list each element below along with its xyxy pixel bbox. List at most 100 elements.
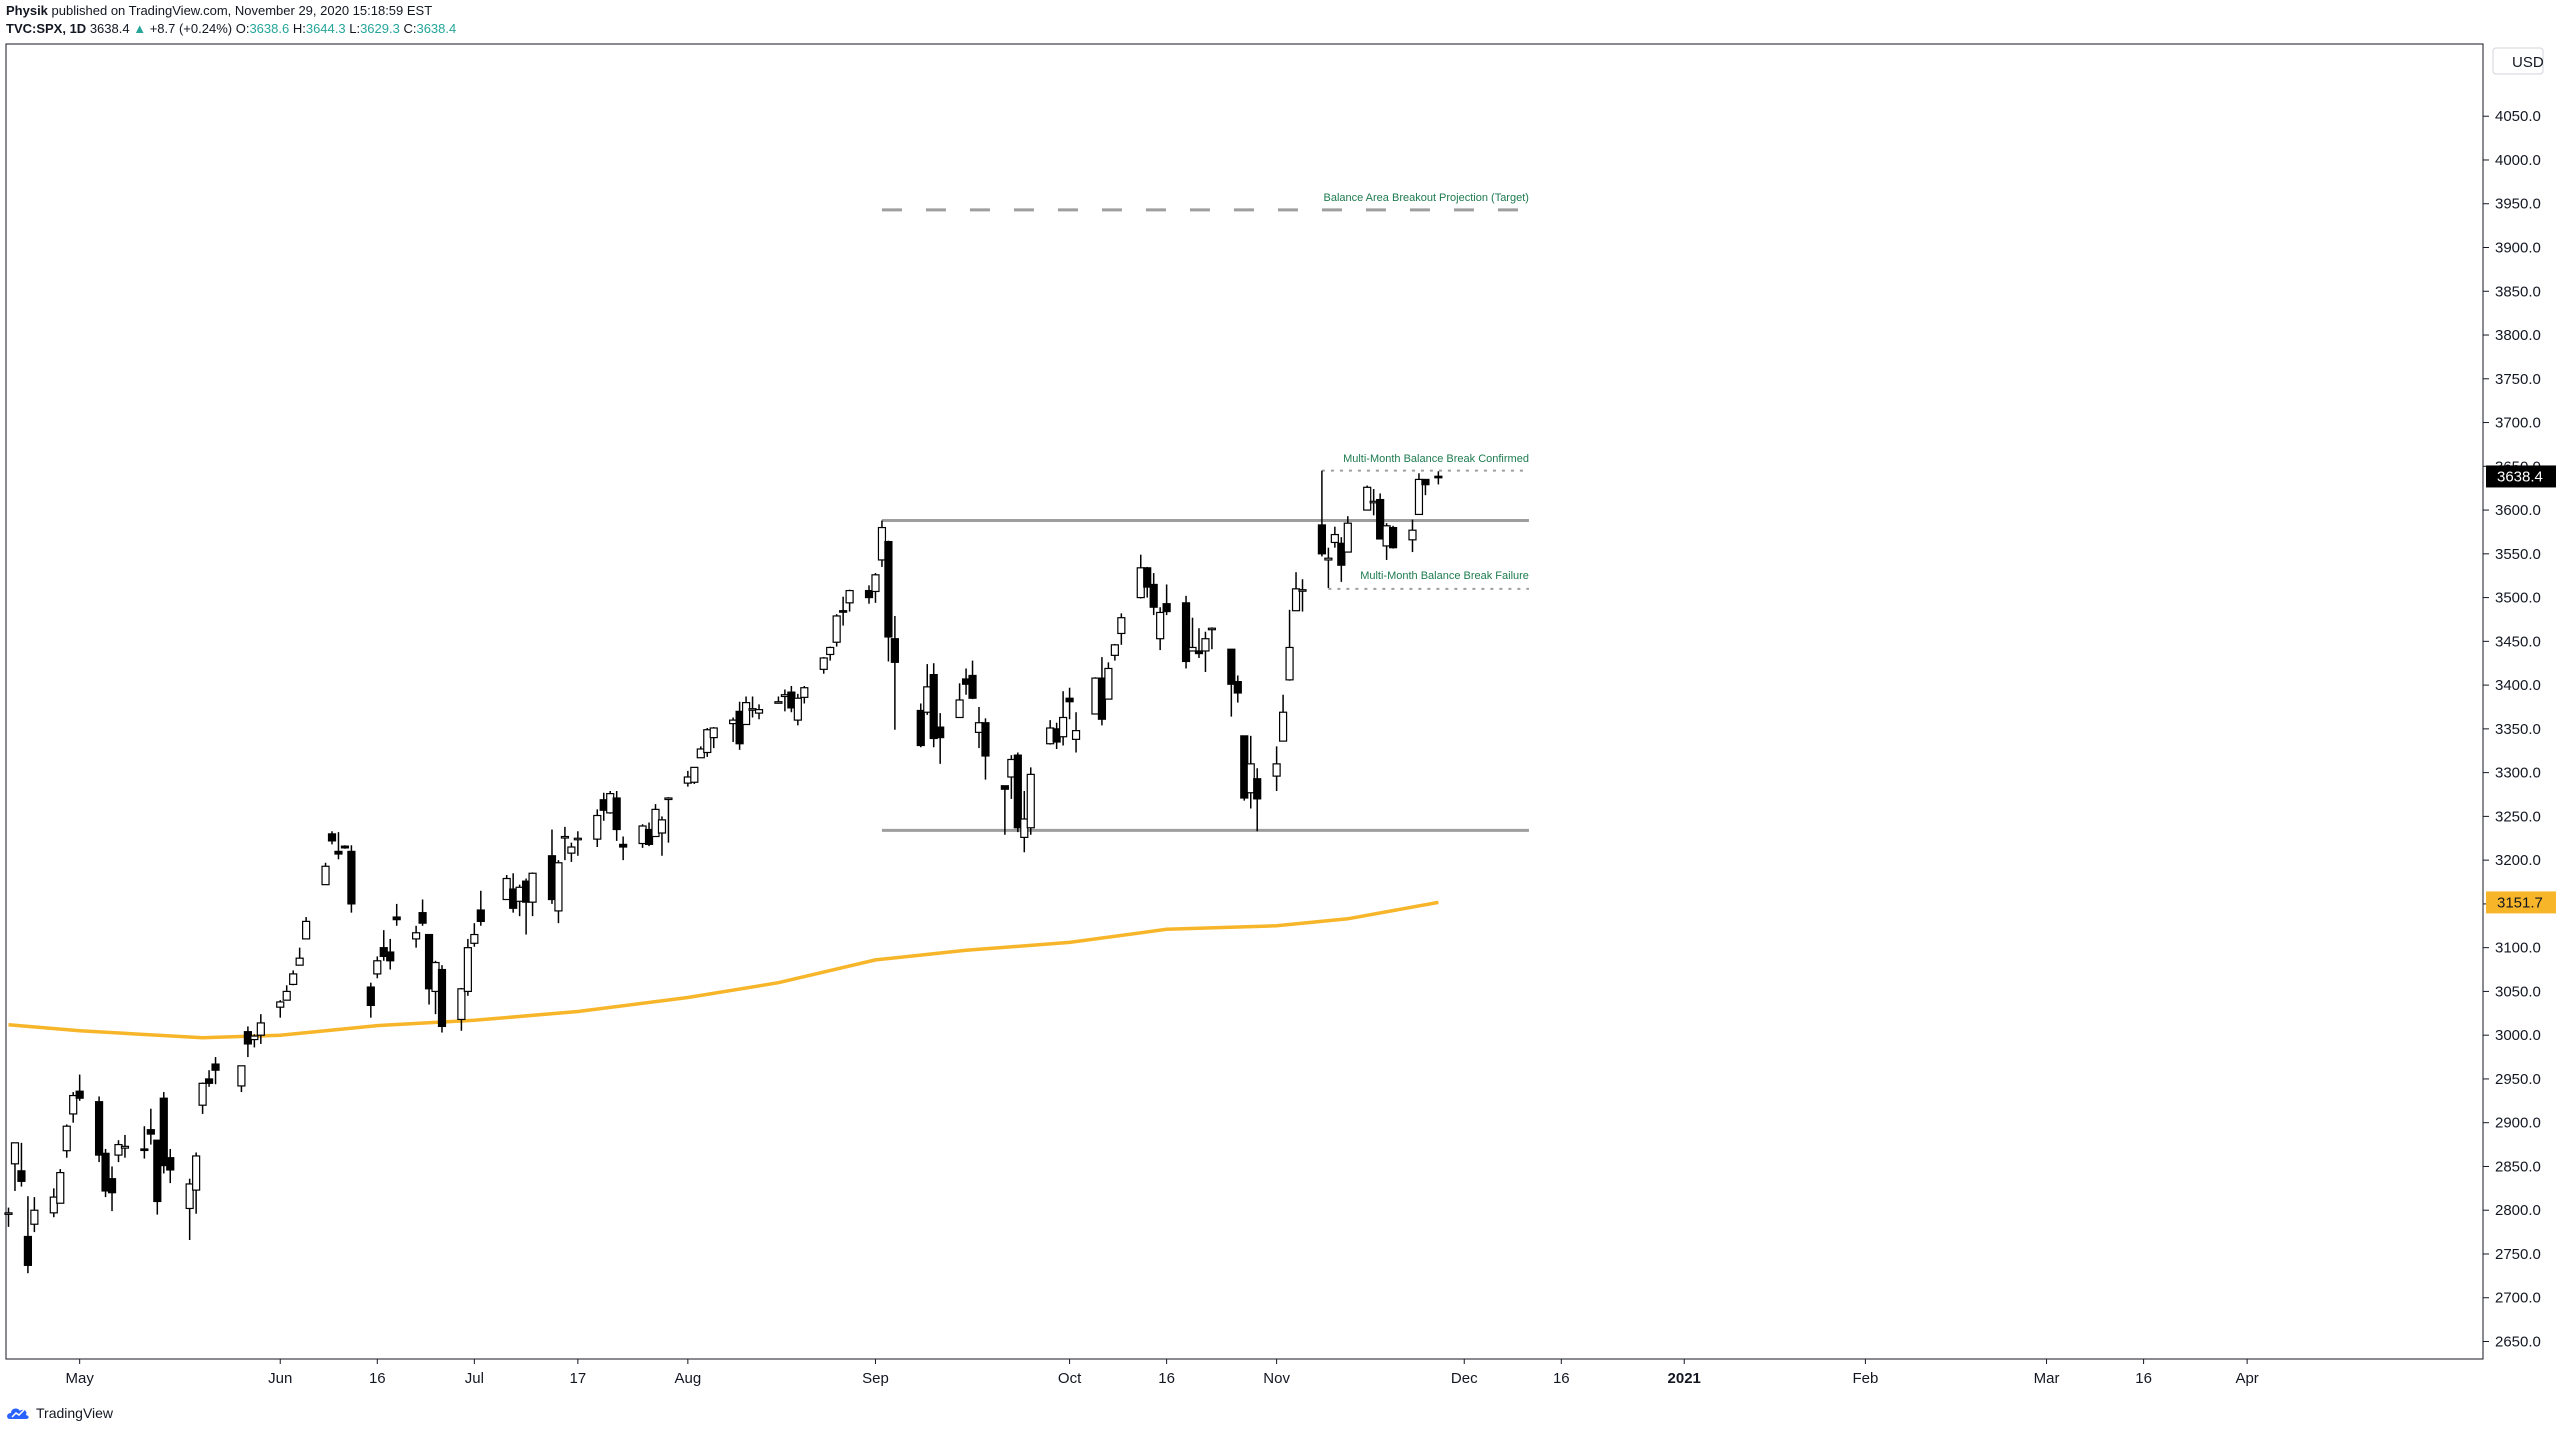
candle[interactable] <box>256 1014 265 1044</box>
candle[interactable] <box>1434 471 1443 485</box>
candle[interactable] <box>101 1148 110 1198</box>
candle[interactable] <box>955 683 964 719</box>
candle[interactable] <box>1330 526 1339 548</box>
candle[interactable] <box>457 987 466 1031</box>
candle[interactable] <box>276 1000 285 1018</box>
candles-layer[interactable] <box>4 470 1443 1274</box>
candle[interactable] <box>1059 691 1068 746</box>
candle[interactable] <box>1156 607 1165 651</box>
candle[interactable] <box>573 831 582 856</box>
candle[interactable] <box>392 903 401 926</box>
candle[interactable] <box>839 596 848 626</box>
candle[interactable] <box>612 790 621 841</box>
candle[interactable] <box>981 718 990 780</box>
candle[interactable] <box>1324 547 1333 588</box>
candle[interactable] <box>1298 579 1307 612</box>
candle[interactable] <box>198 1082 207 1114</box>
candle[interactable] <box>884 540 893 662</box>
candle[interactable] <box>373 956 382 979</box>
candle[interactable] <box>243 1026 252 1058</box>
candle[interactable] <box>23 1196 33 1274</box>
candle[interactable] <box>75 1074 84 1101</box>
candle[interactable] <box>1337 537 1346 582</box>
symbol-name[interactable]: TVC:SPX, 1D <box>6 21 87 36</box>
candle[interactable] <box>1414 473 1424 516</box>
candle[interactable] <box>1188 617 1197 652</box>
candle[interactable] <box>554 860 563 924</box>
candle[interactable] <box>302 917 311 940</box>
candle[interactable] <box>237 1065 246 1093</box>
candle[interactable] <box>62 1124 71 1158</box>
candle[interactable] <box>567 842 576 862</box>
candle[interactable] <box>204 1070 214 1087</box>
candle[interactable] <box>1181 595 1191 669</box>
candle[interactable] <box>754 704 764 720</box>
candle[interactable] <box>192 1152 201 1214</box>
candle[interactable] <box>340 845 350 849</box>
candle[interactable] <box>120 1134 130 1158</box>
candle[interactable] <box>159 1092 168 1174</box>
author-name[interactable]: Physik <box>6 3 48 18</box>
candle[interactable] <box>386 938 395 970</box>
candle[interactable] <box>10 1142 20 1191</box>
candle[interactable] <box>664 797 673 843</box>
candle[interactable] <box>1343 516 1352 553</box>
candle[interactable] <box>871 573 880 603</box>
candle[interactable] <box>593 809 602 848</box>
candle[interactable] <box>1013 752 1022 833</box>
candle[interactable] <box>282 985 291 1001</box>
candle[interactable] <box>696 746 705 759</box>
candle[interactable] <box>916 703 925 748</box>
candle[interactable] <box>321 862 330 886</box>
candle[interactable] <box>929 663 938 748</box>
candle[interactable] <box>4 1207 13 1227</box>
candle[interactable] <box>153 1139 162 1215</box>
candle[interactable] <box>1207 627 1217 650</box>
tradingview-logo[interactable]: TradingView <box>6 1402 113 1424</box>
price-axis[interactable]: 4050.0 4000.0 3950.0 3900.0 3850.0 3800.0 3750… <box>2483 108 2541 1351</box>
candle[interactable] <box>1253 768 1262 832</box>
candle[interactable] <box>1071 712 1081 753</box>
candle[interactable] <box>793 693 802 726</box>
candle[interactable] <box>114 1140 123 1163</box>
candle[interactable] <box>1388 525 1398 549</box>
candle[interactable] <box>1272 746 1281 791</box>
candle[interactable] <box>30 1197 39 1233</box>
candle[interactable] <box>657 816 667 856</box>
candle[interactable] <box>437 965 447 1033</box>
candle[interactable] <box>1227 648 1236 717</box>
candle[interactable] <box>470 923 479 947</box>
time-axis[interactable]: May Jun 16 Jul 17 Aug Sep Oct 16 Nov Dec 16 2021 Feb M… <box>65 1359 2259 1387</box>
candle[interactable] <box>528 872 537 917</box>
candle[interactable] <box>1408 519 1417 553</box>
candle[interactable] <box>327 831 337 845</box>
candle[interactable] <box>1104 662 1113 700</box>
candle[interactable] <box>832 614 841 647</box>
candle[interactable] <box>250 1034 259 1048</box>
candle[interactable] <box>289 970 298 986</box>
candle[interactable] <box>1110 643 1119 661</box>
candle[interactable] <box>774 696 783 704</box>
candle[interactable] <box>826 646 835 661</box>
candle[interactable] <box>334 832 343 860</box>
candle[interactable] <box>845 589 854 612</box>
candle[interactable] <box>211 1057 220 1085</box>
candle[interactable] <box>709 727 718 749</box>
candle[interactable] <box>295 947 304 966</box>
candle[interactable] <box>49 1188 58 1218</box>
candle[interactable] <box>1117 613 1126 645</box>
candle[interactable] <box>69 1092 78 1123</box>
candle[interactable] <box>185 1178 194 1240</box>
candle[interactable] <box>1143 566 1152 598</box>
candle[interactable] <box>1291 572 1301 612</box>
candle[interactable] <box>17 1142 26 1187</box>
candle[interactable] <box>1194 628 1204 658</box>
candle[interactable] <box>1278 694 1288 742</box>
candle[interactable] <box>94 1096 104 1163</box>
candle[interactable] <box>819 657 828 674</box>
candle[interactable] <box>1149 573 1158 616</box>
currency-button[interactable]: USD <box>2492 47 2544 75</box>
candle[interactable] <box>703 727 712 757</box>
candle[interactable] <box>619 836 628 861</box>
